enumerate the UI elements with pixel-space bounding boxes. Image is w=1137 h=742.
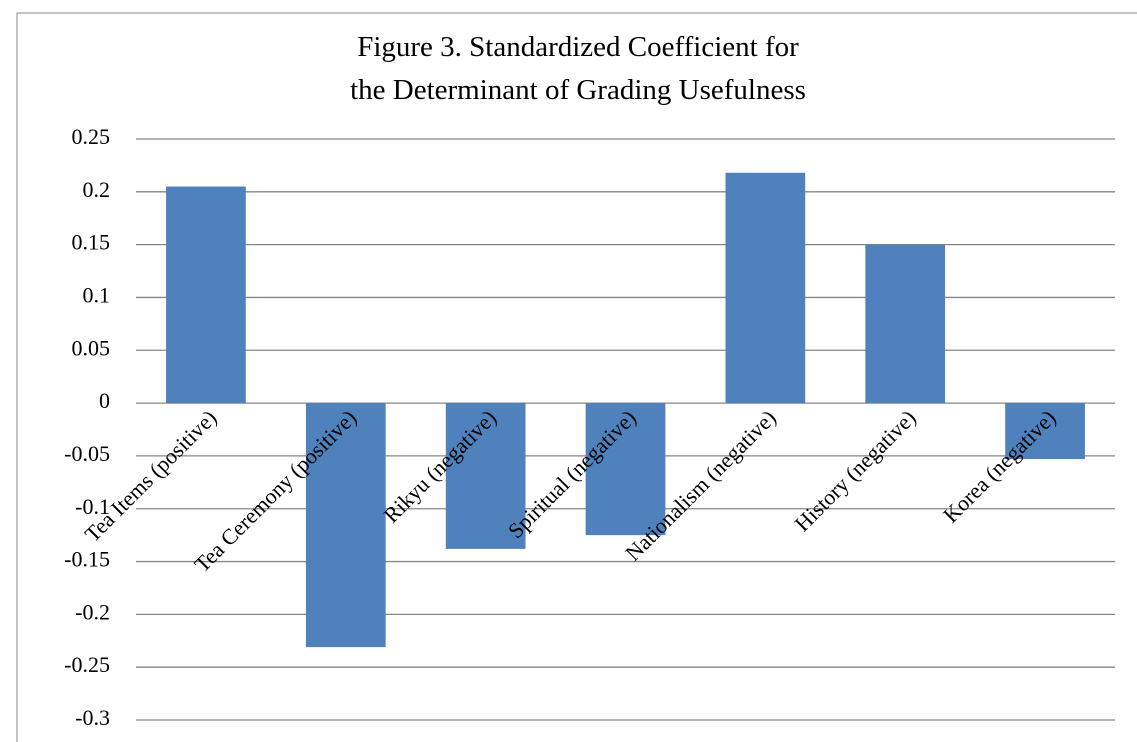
y-tick-label: 0.05 (72, 335, 111, 360)
chart-title: Figure 3. Standardized Coefficient for (357, 31, 799, 63)
y-tick-label: -0.15 (64, 547, 110, 572)
bar (166, 186, 246, 404)
bar (1005, 403, 1085, 460)
chart-title: the Determinant of Grading Usefulness (350, 74, 806, 106)
bar (305, 403, 386, 648)
y-tick-label: -0.05 (64, 441, 110, 466)
bar (585, 403, 666, 536)
bar (445, 403, 526, 549)
y-tick-label: -0.1 (75, 494, 110, 519)
y-tick-label: -0.25 (64, 652, 110, 677)
y-tick-label: -0.2 (75, 599, 110, 624)
bar (865, 244, 946, 404)
y-tick-label: 0.1 (83, 283, 111, 308)
y-tick-label: 0.25 (72, 124, 111, 149)
y-tick-label: 0.15 (72, 230, 111, 255)
bar (725, 172, 806, 404)
y-tick-label: 0.2 (83, 177, 111, 202)
y-tick-label: 0 (99, 388, 110, 413)
y-tick-label: -0.3 (75, 705, 110, 730)
